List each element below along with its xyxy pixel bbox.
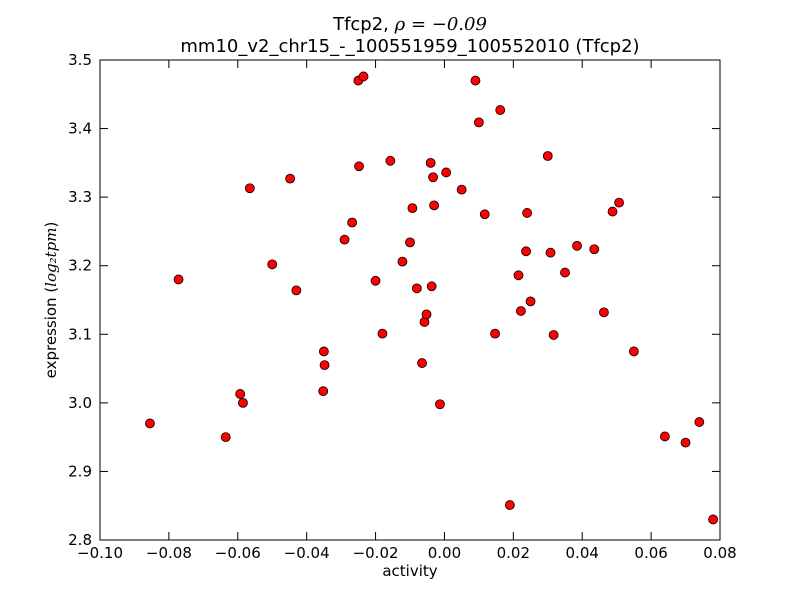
data-point [421, 309, 432, 320]
data-point [680, 437, 691, 448]
data-point [220, 432, 231, 443]
data-point [385, 155, 396, 166]
chart-title-line1: Tfcp2, ρ = −0.09 [332, 14, 487, 35]
x-axis-label: activity [382, 562, 437, 580]
y-tick-label: 3.2 [68, 257, 92, 275]
x-tick-label: −0.08 [146, 544, 192, 562]
data-point [504, 500, 515, 510]
data-point [285, 173, 296, 184]
data-point [429, 200, 440, 211]
x-tick-label: −0.04 [284, 544, 330, 562]
data-point [405, 237, 415, 248]
data-point [522, 208, 533, 218]
data-point [377, 328, 388, 339]
data-point [441, 167, 452, 178]
chart-title-line2: mm10_v2_chr15_-_100551959_100552010 (Tfc… [180, 36, 639, 57]
data-point [599, 307, 609, 318]
data-point [694, 417, 705, 427]
data-point [358, 71, 369, 82]
data-point [456, 184, 467, 195]
data-point [490, 328, 500, 339]
data-point [235, 389, 246, 399]
x-tick-label: 0.02 [497, 544, 530, 562]
data-point [470, 75, 481, 86]
data-point [513, 270, 524, 281]
data-point [318, 386, 329, 397]
data-point [521, 246, 531, 257]
y-tick-label: 3.0 [68, 394, 92, 412]
data-point [370, 275, 381, 286]
data-point [426, 281, 437, 292]
x-tick-label: 0.08 [703, 544, 736, 562]
data-point [495, 105, 506, 115]
y-tick-label: 3.4 [68, 120, 92, 138]
data-point [548, 330, 559, 340]
y-axis-label: expression (log₂tpm) [42, 222, 60, 379]
y-tick-label: 3.3 [68, 188, 92, 206]
data-point [542, 151, 553, 161]
data-point [347, 217, 358, 228]
data-point [607, 206, 618, 217]
data-point [417, 358, 427, 368]
data-point [173, 274, 184, 285]
data-point [545, 247, 556, 258]
data-point [407, 203, 418, 214]
data-point [244, 183, 255, 194]
data-point [479, 209, 490, 220]
plot-area [99, 59, 721, 541]
y-tick-label: 3.5 [68, 51, 92, 69]
data-point [354, 161, 364, 172]
data-point [560, 267, 570, 278]
data-point [473, 117, 484, 128]
y-tick-label: 2.9 [68, 462, 92, 480]
data-point [238, 397, 248, 408]
data-point [708, 514, 719, 525]
x-tick-label: 0.00 [428, 544, 461, 562]
y-tick-label: 3.1 [68, 325, 92, 343]
x-tick-label: 0.06 [634, 544, 667, 562]
data-point [435, 399, 445, 410]
data-point [659, 431, 670, 442]
x-tick-label: −0.02 [353, 544, 399, 562]
data-point [589, 244, 600, 255]
data-points [145, 71, 719, 525]
data-point [525, 296, 536, 307]
axis-ticks: −0.10 −0.08 −0.06 −0.04 −0.02 0.00 0.02 0.04 0.0… [68, 51, 737, 562]
x-tick-label: −0.10 [77, 544, 123, 562]
y-tick-label: 2.8 [68, 531, 92, 549]
data-point [339, 234, 350, 245]
data-point [397, 256, 408, 267]
data-point [319, 360, 330, 371]
data-point [267, 259, 278, 270]
data-point [614, 197, 624, 208]
data-point [291, 285, 302, 296]
data-point [572, 240, 582, 251]
data-point [145, 418, 155, 429]
data-point [516, 306, 526, 316]
data-point [428, 172, 438, 183]
data-point [628, 346, 639, 357]
data-point [425, 157, 436, 168]
data-point [318, 346, 329, 357]
x-tick-label: −0.06 [215, 544, 261, 562]
data-point [411, 283, 422, 294]
x-tick-label: 0.04 [566, 544, 599, 562]
